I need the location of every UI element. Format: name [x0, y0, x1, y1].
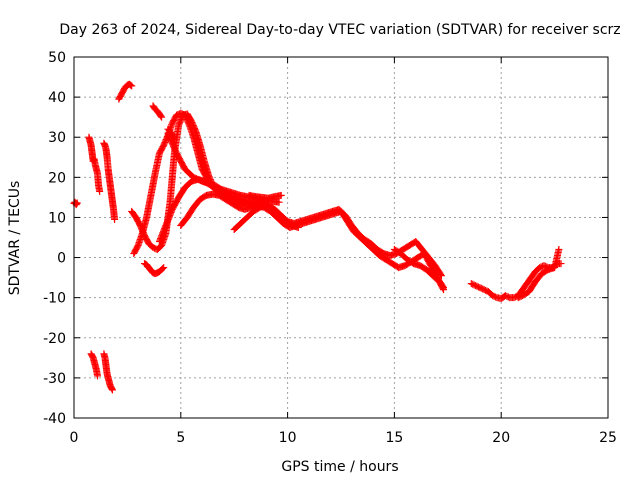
x-tick-label: 25 — [599, 430, 617, 446]
series-arc-i — [390, 246, 448, 294]
y-tick-label: -40 — [43, 411, 66, 427]
data-point-marker — [555, 246, 563, 254]
x-tick-label: 20 — [492, 430, 510, 446]
y-tick-label: 40 — [48, 90, 66, 106]
data-point-marker — [159, 265, 167, 273]
data-point-marker — [185, 120, 193, 128]
data-point-marker — [275, 198, 283, 206]
data-point-marker — [294, 223, 302, 231]
series-arc-high-b — [149, 102, 166, 121]
data-point-marker — [437, 272, 445, 280]
series-arc-early-a — [85, 133, 104, 195]
y-axis-label: SDTVAR / TECUs — [7, 181, 23, 296]
data-point-marker — [73, 199, 81, 207]
y-tick-label: 30 — [48, 130, 66, 146]
x-tick-label: 15 — [385, 430, 403, 446]
series-arc-initial — [70, 198, 81, 209]
x-tick-label: 10 — [279, 430, 297, 446]
series-arc-d — [140, 260, 168, 278]
y-tick-label: -10 — [43, 291, 66, 307]
series-arc-g — [230, 201, 302, 233]
data-points — [70, 80, 565, 394]
data-point-marker — [96, 187, 104, 195]
chart-title: Day 263 of 2024, Sidereal Day-to-day VTE… — [59, 22, 620, 38]
data-point-marker — [160, 264, 168, 272]
data-point-marker — [158, 113, 166, 121]
data-point-marker — [111, 215, 119, 223]
x-tick-label: 5 — [176, 430, 185, 446]
series-arc-e — [155, 175, 445, 280]
series-arc-f — [177, 190, 448, 292]
data-point-marker — [277, 191, 285, 199]
plot-frame — [73, 56, 609, 419]
data-point-marker — [93, 372, 101, 380]
series-arc-early-b — [100, 139, 119, 223]
x-tick-label: 0 — [70, 430, 79, 446]
y-tick-label: 50 — [48, 50, 66, 66]
axis-ticks: 0 5 10 15 20 25 -40 -30 -20 -10 0 10 20 30 40 50 — [43, 50, 617, 446]
y-tick-label: 20 — [48, 170, 66, 186]
data-point-marker — [157, 112, 165, 120]
data-point-marker — [108, 386, 116, 394]
y-tick-label: 0 — [57, 251, 66, 267]
y-tick-label: -20 — [43, 331, 66, 347]
y-tick-label: -30 — [43, 371, 66, 387]
grid-lines — [74, 57, 608, 418]
data-point-marker — [439, 284, 447, 292]
series-arc-late-b — [514, 246, 563, 302]
data-point-marker — [127, 81, 135, 89]
x-axis-label: GPS time / hours — [281, 459, 398, 475]
series-arc-high-a — [115, 80, 136, 103]
series-arc-h — [245, 191, 285, 202]
data-point-marker — [440, 286, 448, 294]
series-arc-neg-b — [100, 350, 116, 394]
data-point-marker — [128, 82, 136, 90]
series-arc-neg-a — [87, 350, 101, 380]
y-tick-label: 10 — [48, 210, 66, 226]
